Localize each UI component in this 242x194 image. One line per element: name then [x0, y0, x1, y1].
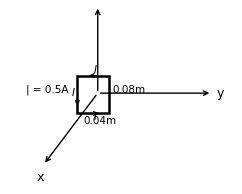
- Text: | = 0.5A: | = 0.5A: [26, 85, 68, 95]
- Text: I: I: [93, 112, 96, 122]
- Text: I: I: [72, 88, 75, 98]
- Text: I: I: [93, 65, 96, 75]
- Text: z: z: [96, 0, 103, 1]
- Bar: [77, 76, 109, 113]
- Text: 0.08m: 0.08m: [112, 85, 145, 95]
- Text: y: y: [217, 87, 224, 100]
- Text: 0.04m: 0.04m: [83, 116, 116, 126]
- Text: x: x: [37, 171, 44, 184]
